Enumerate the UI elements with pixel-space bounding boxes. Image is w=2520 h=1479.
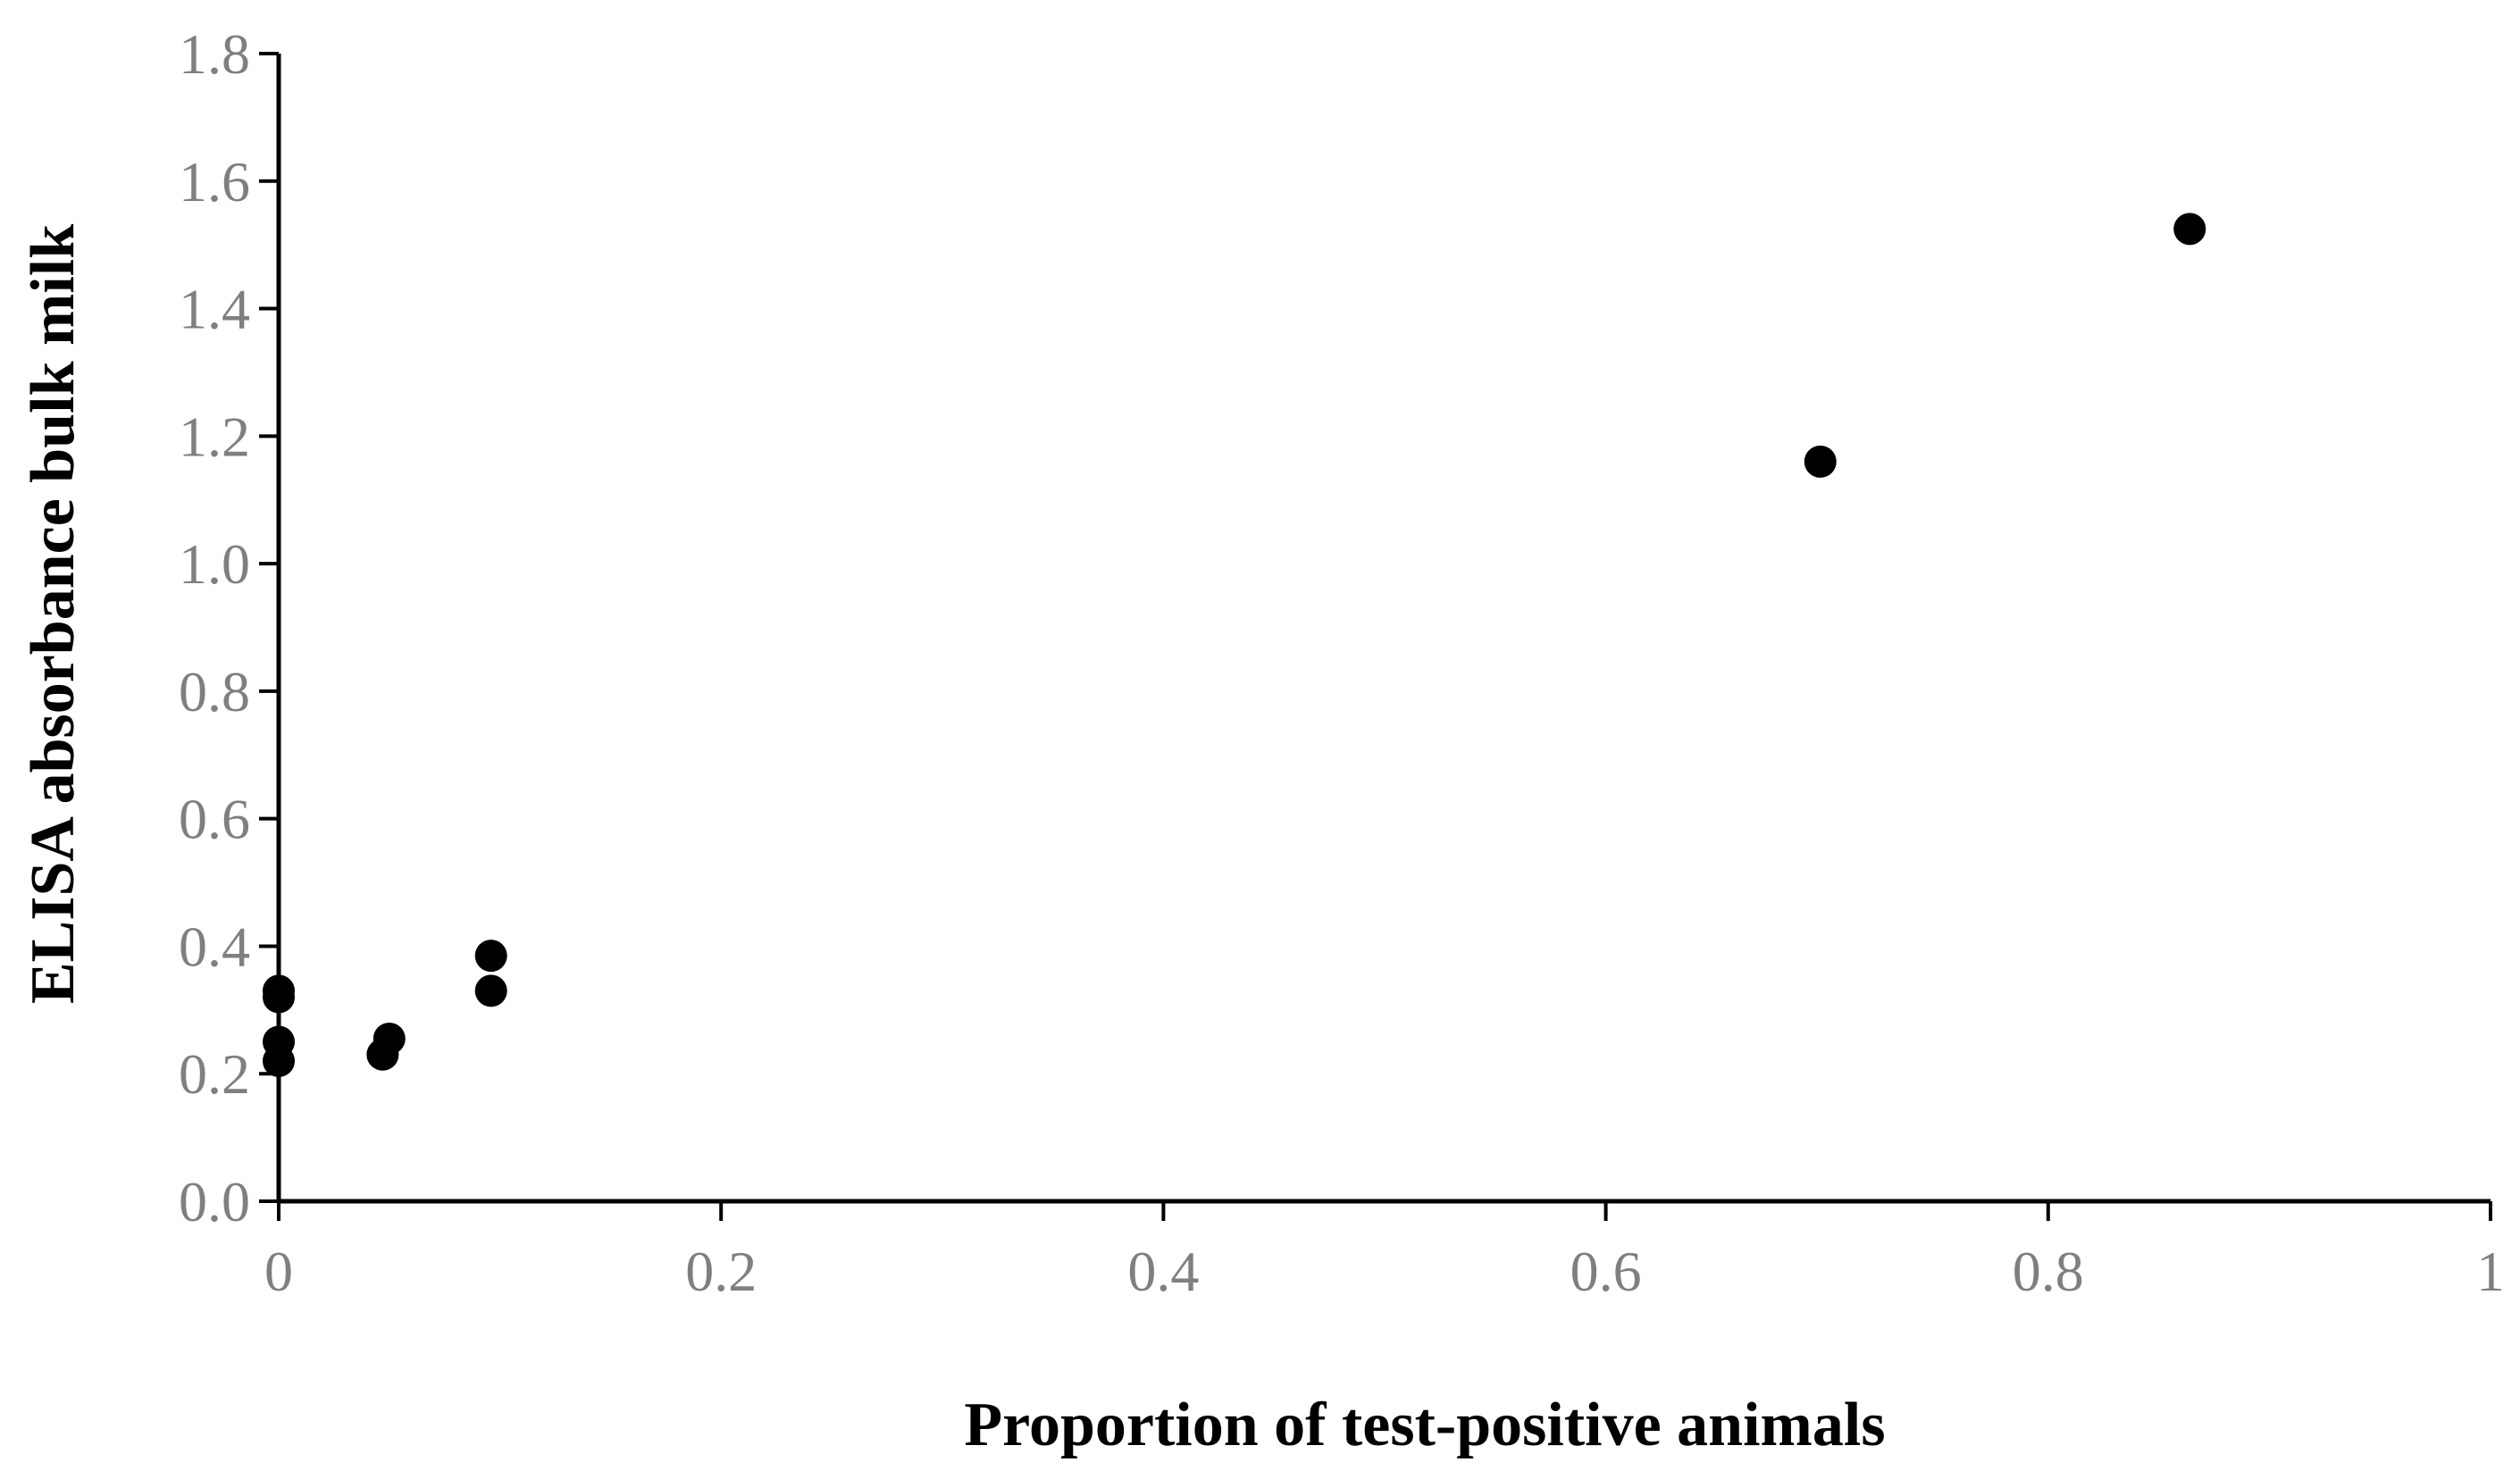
y-tick-label: 1.8 [179, 22, 250, 86]
y-tick-label: 0.8 [179, 660, 250, 723]
x-tick-label: 0.8 [2013, 1240, 2084, 1303]
axes [276, 54, 2491, 1204]
y-tick-label: 1.6 [179, 150, 250, 213]
data-point [263, 1044, 295, 1077]
x-tick-label: 0.2 [685, 1240, 757, 1303]
y-axis-title: ELISA absorbance bulk milk [19, 224, 88, 1004]
data-point [474, 974, 507, 1007]
data-point [373, 1022, 406, 1055]
x-axis-title: Proportion of test-positive animals [964, 1391, 1885, 1459]
y-axis-ticks: 0.0 0.2 0.4 0.6 0.8 1.0 1.2 1.4 1.6 1.8 [179, 22, 279, 1233]
x-tick-label: 1 [2476, 1240, 2505, 1303]
data-point [474, 940, 507, 973]
x-tick-label: 0 [264, 1240, 293, 1303]
x-tick-label: 0.4 [1127, 1240, 1199, 1303]
y-tick-label: 0.4 [179, 915, 250, 978]
y-tick-label: 1.2 [179, 405, 250, 468]
x-tick-label: 0.6 [1570, 1240, 1642, 1303]
data-point [1804, 445, 1837, 478]
data-points [263, 213, 2206, 1077]
y-tick-label: 1.4 [179, 278, 250, 341]
y-tick-label: 0.6 [179, 788, 250, 851]
y-tick-label: 1.0 [179, 532, 250, 596]
data-point [2173, 213, 2206, 246]
x-axis-ticks: 0 0.2 0.4 0.6 0.8 1 [264, 1201, 2505, 1303]
data-point [263, 981, 295, 1014]
y-tick-label: 0.2 [179, 1042, 250, 1106]
y-tick-label: 0.0 [179, 1170, 250, 1233]
